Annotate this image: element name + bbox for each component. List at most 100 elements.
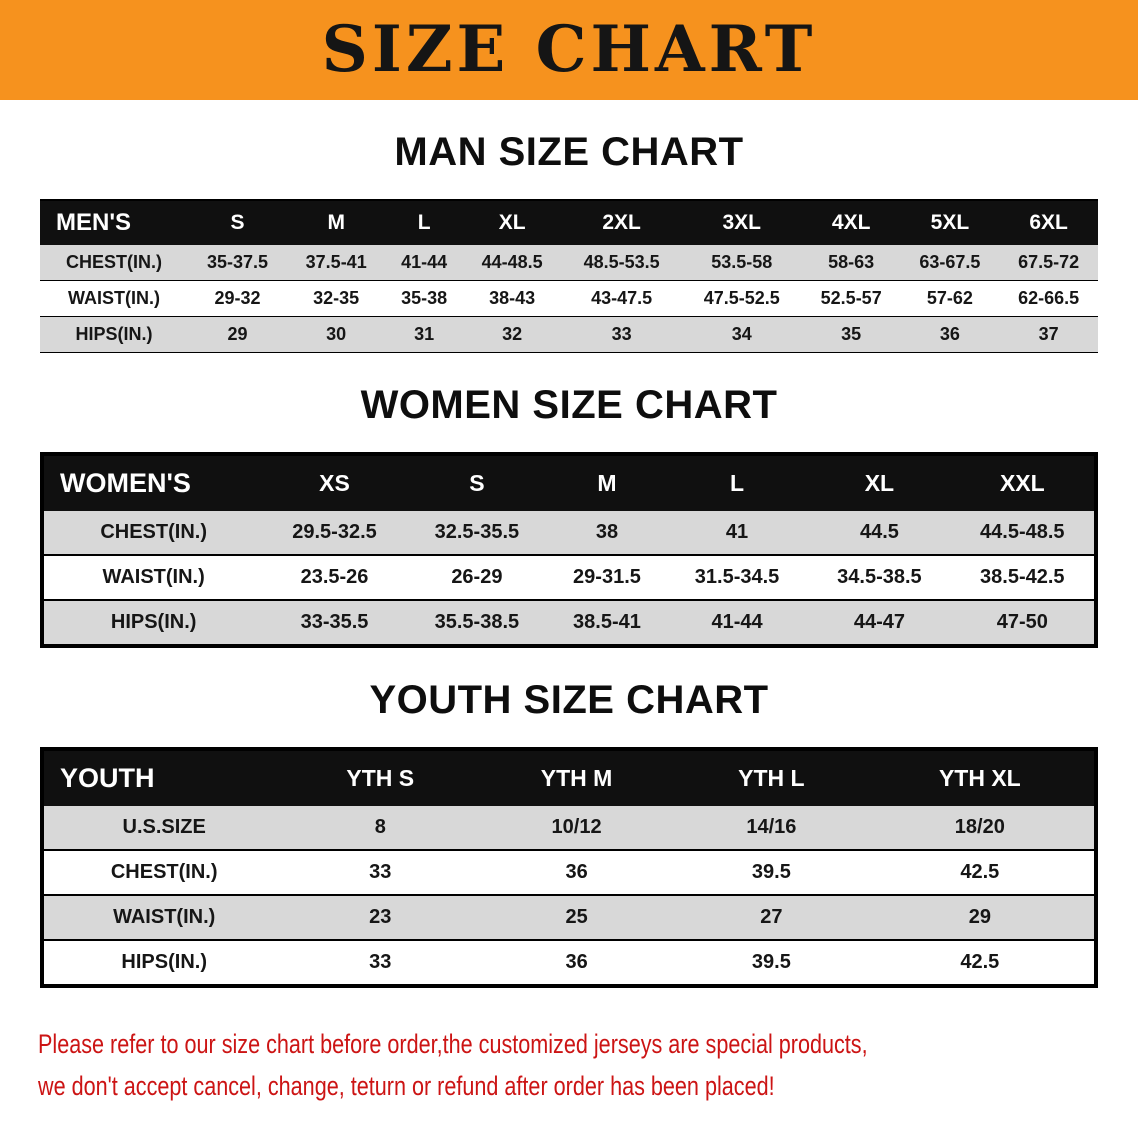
- table-title-cell: YOUTH: [42, 749, 285, 806]
- size-value-cell: 39.5: [677, 940, 866, 987]
- size-value-cell: 38.5-41: [548, 600, 666, 647]
- size-value-cell: 26-29: [405, 555, 549, 601]
- size-value-cell: 32.5-35.5: [405, 511, 549, 556]
- table-title-cell: MEN'S: [40, 200, 189, 245]
- size-value-cell: 39.5: [677, 850, 866, 896]
- size-value-cell: 32: [462, 316, 562, 353]
- size-value-cell: 41: [665, 511, 809, 556]
- size-column-header: XL: [808, 454, 951, 511]
- size-value-cell: 47.5-52.5: [681, 280, 802, 317]
- size-value-cell: 52.5-57: [801, 280, 901, 317]
- size-value-cell: 23: [284, 895, 477, 941]
- men-size-table: MEN'S S M L XL 2XL 3XL 4XL 5XL 6XL CHEST(IN.) 35-37…: [40, 199, 1098, 353]
- table-title-cell: WOMEN'S: [42, 454, 264, 511]
- size-value-cell: 48.5-53.5: [561, 245, 682, 281]
- size-value-cell: 43-47.5: [561, 280, 682, 317]
- size-column-header: 4XL: [801, 200, 901, 245]
- size-column-header: XXL: [950, 454, 1096, 511]
- size-value-cell: 8: [284, 806, 477, 851]
- size-value-cell: 33-35.5: [263, 600, 406, 647]
- measurement-row: CHEST(IN.) 35-37.5 37.5-41 41-44 44-48.5 48.5…: [40, 245, 1098, 281]
- banner: SIZE CHART: [0, 0, 1138, 100]
- size-value-cell: 35.5-38.5: [405, 600, 549, 647]
- size-value-cell: 53.5-58: [681, 245, 802, 281]
- size-value-cell: 37: [999, 316, 1098, 353]
- size-value-cell: 34.5-38.5: [808, 555, 951, 601]
- measurement-row: WAIST(IN.) 23 25 27 29: [42, 895, 1096, 941]
- row-label: HIPS(IN.): [40, 316, 189, 353]
- size-charts: MAN SIZE CHART MEN'S S M L XL 2XL 3XL 4XL 5XL 6XL…: [0, 130, 1138, 988]
- women-size-table: WOMEN'S XS S M L XL XXL CHEST(IN.) 29.5-32.5 32.5…: [40, 452, 1098, 648]
- size-column-header: M: [548, 454, 666, 511]
- size-value-cell: 35-37.5: [188, 245, 287, 281]
- size-value-cell: 29: [865, 895, 1096, 941]
- size-value-cell: 32-35: [286, 280, 386, 317]
- size-value-cell: 41-44: [665, 600, 809, 647]
- disclaimer-line-2: we don't accept cancel, change, teturn o…: [38, 1070, 775, 1101]
- size-value-cell: 38-43: [462, 280, 562, 317]
- size-value-cell: 63-67.5: [900, 245, 1000, 281]
- size-value-cell: 35: [801, 316, 901, 353]
- size-column-header: L: [385, 200, 463, 245]
- measurement-row: CHEST(IN.) 33 36 39.5 42.5: [42, 850, 1096, 896]
- row-label: HIPS(IN.): [42, 940, 285, 987]
- youth-section-heading: YOUTH SIZE CHART: [369, 678, 769, 722]
- header-row: WOMEN'S XS S M L XL XXL: [42, 454, 1096, 511]
- men-section-heading: MAN SIZE CHART: [394, 130, 744, 174]
- size-value-cell: 36: [476, 940, 678, 987]
- size-column-header: L: [665, 454, 809, 511]
- size-value-cell: 31: [385, 316, 463, 353]
- measurement-row: HIPS(IN.) 29 30 31 32 33 34 35 36 37: [40, 316, 1098, 353]
- size-column-header: YTH S: [284, 749, 477, 806]
- size-column-header: YTH XL: [865, 749, 1096, 806]
- row-label: WAIST(IN.): [40, 280, 189, 317]
- header-row: YOUTH YTH S YTH M YTH L YTH XL: [42, 749, 1096, 806]
- measurement-row: WAIST(IN.) 23.5-26 26-29 29-31.5 31.5-34.5 34…: [42, 555, 1096, 601]
- size-column-header: 5XL: [900, 200, 1000, 245]
- row-label: CHEST(IN.): [40, 245, 189, 281]
- measurement-row: HIPS(IN.) 33-35.5 35.5-38.5 38.5-41 41-44 44-…: [42, 600, 1096, 647]
- size-value-cell: 30: [286, 316, 386, 353]
- size-value-cell: 33: [561, 316, 682, 353]
- size-column-header: 6XL: [999, 200, 1098, 245]
- size-column-header: S: [188, 200, 287, 245]
- measurement-row: WAIST(IN.) 29-32 32-35 35-38 38-43 43-47.5 47.…: [40, 280, 1098, 317]
- size-value-cell: 38: [548, 511, 666, 556]
- size-value-cell: 47-50: [950, 600, 1096, 647]
- size-column-header: S: [405, 454, 549, 511]
- size-value-cell: 29-31.5: [548, 555, 666, 601]
- measurement-row: HIPS(IN.) 33 36 39.5 42.5: [42, 940, 1096, 987]
- size-value-cell: 33: [284, 940, 477, 987]
- disclaimer-line-1: Please refer to our size chart before or…: [38, 1029, 868, 1059]
- size-value-cell: 44-47: [808, 600, 951, 647]
- size-value-cell: 41-44: [385, 245, 463, 281]
- disclaimer: Please refer to our size chart before or…: [0, 1024, 1138, 1108]
- size-value-cell: 57-62: [900, 280, 1000, 317]
- size-value-cell: 25: [476, 895, 678, 941]
- youth-size-table: YOUTH YTH S YTH M YTH L YTH XL U.S.SIZE 8 10/12…: [40, 747, 1098, 988]
- size-value-cell: 67.5-72: [999, 245, 1098, 281]
- women-section-heading: WOMEN SIZE CHART: [360, 383, 778, 427]
- header-row: MEN'S S M L XL 2XL 3XL 4XL 5XL 6XL: [40, 200, 1098, 245]
- size-column-header: XS: [263, 454, 406, 511]
- size-value-cell: 34: [681, 316, 802, 353]
- row-label: WAIST(IN.): [42, 555, 264, 601]
- size-column-header: YTH M: [476, 749, 678, 806]
- size-column-header: 2XL: [561, 200, 682, 245]
- size-value-cell: 35-38: [385, 280, 463, 317]
- women-size-section: WOMEN SIZE CHART WOMEN'S XS S M L XL XXL CHEST(…: [0, 383, 1138, 648]
- size-value-cell: 29: [188, 316, 287, 353]
- row-label: WAIST(IN.): [42, 895, 285, 941]
- men-size-section: MAN SIZE CHART MEN'S S M L XL 2XL 3XL 4XL 5XL 6XL…: [0, 130, 1138, 353]
- size-value-cell: 62-66.5: [999, 280, 1098, 317]
- size-value-cell: 18/20: [865, 806, 1096, 851]
- size-value-cell: 10/12: [476, 806, 678, 851]
- size-value-cell: 37.5-41: [286, 245, 386, 281]
- measurement-row: CHEST(IN.) 29.5-32.5 32.5-35.5 38 41 44.5 44.5…: [42, 511, 1096, 556]
- row-label: HIPS(IN.): [42, 600, 264, 647]
- size-value-cell: 38.5-42.5: [950, 555, 1096, 601]
- size-value-cell: 44.5: [808, 511, 951, 556]
- size-value-cell: 14/16: [677, 806, 866, 851]
- size-value-cell: 44.5-48.5: [950, 511, 1096, 556]
- size-value-cell: 29-32: [188, 280, 287, 317]
